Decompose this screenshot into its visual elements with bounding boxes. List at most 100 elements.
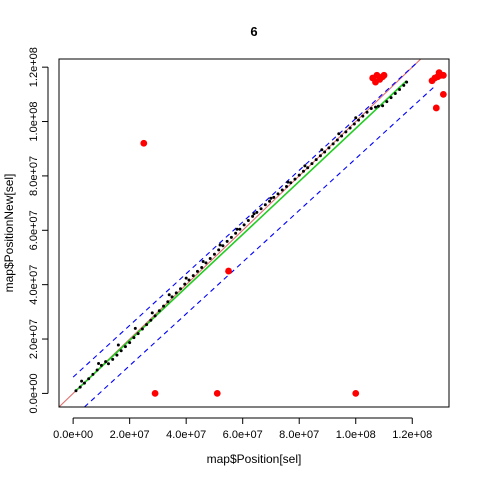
x-tick-label-5: 1.0e+08 bbox=[336, 429, 376, 441]
data-point-s0-53 bbox=[297, 173, 301, 177]
data-point-s0-73 bbox=[381, 104, 385, 108]
data-point-s0-51 bbox=[289, 181, 293, 185]
data-point-s0-57 bbox=[314, 158, 318, 162]
data-point-s0-21 bbox=[162, 304, 166, 308]
data-point-s0-5 bbox=[95, 368, 99, 372]
data-point-s0-59 bbox=[323, 150, 327, 154]
data-point-s0-2 bbox=[82, 381, 86, 385]
y-tick-label-2: 4.0e+07 bbox=[28, 265, 40, 305]
data-point-s0-83 bbox=[133, 326, 137, 330]
data-point-s0-87 bbox=[201, 260, 205, 264]
y-tick-label-0: 0.0e+00 bbox=[28, 373, 40, 413]
data-point-s0-20 bbox=[157, 309, 161, 313]
data-point-s0-15 bbox=[136, 332, 140, 336]
y-tick-label-1: 2.0e+07 bbox=[28, 319, 40, 359]
data-point-s0-7 bbox=[104, 360, 108, 364]
data-point-s0-86 bbox=[184, 276, 188, 280]
data-point-s1-1 bbox=[225, 267, 232, 275]
data-point-s0-36 bbox=[225, 239, 229, 243]
data-point-s0-54 bbox=[301, 169, 305, 173]
data-point-s0-0 bbox=[74, 389, 78, 393]
data-point-s0-11 bbox=[119, 349, 123, 353]
data-point-s0-65 bbox=[348, 126, 352, 130]
data-point-s0-28 bbox=[191, 274, 195, 278]
x-tick-label-3: 6.0e+07 bbox=[223, 429, 263, 441]
x-tick-label-1: 2.0e+07 bbox=[110, 429, 150, 441]
data-point-s0-96 bbox=[354, 116, 358, 120]
chart-title: 6 bbox=[250, 24, 257, 39]
data-point-s0-92 bbox=[286, 180, 290, 184]
data-point-s0-55 bbox=[306, 166, 310, 170]
data-point-s0-1 bbox=[78, 385, 82, 389]
data-point-s0-14 bbox=[132, 336, 136, 340]
data-point-s0-50 bbox=[285, 185, 288, 189]
data-point-s0-89 bbox=[235, 227, 239, 231]
data-point-s0-82 bbox=[116, 343, 120, 347]
data-point-s1-3 bbox=[213, 390, 221, 397]
x-tick-label-6: 1.2e+08 bbox=[392, 429, 432, 441]
data-point-s0-18 bbox=[149, 318, 153, 322]
data-point-s0-62 bbox=[335, 138, 339, 142]
data-point-s0-93 bbox=[303, 164, 307, 168]
data-point-s0-9 bbox=[111, 357, 115, 361]
data-point-s0-10 bbox=[115, 353, 119, 357]
data-point-s0-4 bbox=[91, 372, 95, 376]
data-point-s0-85 bbox=[167, 293, 171, 297]
data-point-s0-52 bbox=[293, 177, 297, 181]
data-point-s0-39 bbox=[238, 227, 242, 231]
data-point-s0-46 bbox=[268, 199, 272, 203]
data-point-s0-3 bbox=[87, 377, 91, 381]
data-point-s0-45 bbox=[263, 203, 267, 207]
data-point-s0-66 bbox=[352, 122, 356, 126]
data-point-s0-32 bbox=[208, 257, 212, 261]
data-point-s0-63 bbox=[340, 134, 344, 138]
x-tick-label-4: 8.0e+07 bbox=[279, 429, 319, 441]
upper-bound-line bbox=[72, 61, 419, 378]
data-point-s0-6 bbox=[99, 363, 103, 367]
data-point-s0-72 bbox=[376, 104, 380, 108]
data-point-s0-77 bbox=[398, 87, 402, 91]
data-point-s0-81 bbox=[97, 362, 101, 365]
data-point-s0-33 bbox=[212, 252, 216, 256]
data-point-s1-17 bbox=[432, 104, 440, 112]
data-point-s0-30 bbox=[200, 266, 204, 270]
y-tick-label-3: 6.0e+07 bbox=[28, 210, 40, 250]
data-point-s0-31 bbox=[204, 261, 208, 265]
data-point-s1-2 bbox=[151, 390, 159, 397]
data-point-s0-60 bbox=[327, 146, 331, 150]
data-point-s0-58 bbox=[318, 154, 322, 158]
data-point-s0-84 bbox=[150, 311, 154, 315]
data-point-s0-49 bbox=[280, 188, 284, 192]
x-axis-title: map$Position[sel] bbox=[207, 452, 302, 466]
data-point-s0-70 bbox=[369, 106, 373, 110]
data-point-s0-90 bbox=[252, 212, 256, 216]
y-tick-label-4: 8.0e+07 bbox=[28, 156, 40, 196]
data-point-s1-18 bbox=[439, 90, 447, 98]
plot-frame bbox=[58, 58, 450, 408]
data-point-s0-12 bbox=[123, 345, 127, 349]
data-point-s0-29 bbox=[195, 269, 199, 273]
data-point-s0-37 bbox=[229, 235, 233, 239]
fit-line bbox=[75, 80, 408, 392]
data-point-s0-69 bbox=[365, 110, 369, 114]
data-point-s0-95 bbox=[337, 132, 341, 136]
data-point-s0-25 bbox=[179, 287, 183, 291]
data-point-s0-64 bbox=[344, 130, 348, 134]
x-tick-label-2: 4.0e+07 bbox=[166, 429, 206, 441]
data-point-s0-34 bbox=[217, 248, 221, 252]
data-point-s1-9 bbox=[372, 78, 379, 86]
data-point-s0-68 bbox=[361, 114, 365, 118]
data-point-s1-16 bbox=[439, 71, 447, 79]
data-point-s0-16 bbox=[140, 327, 144, 331]
data-point-s0-42 bbox=[251, 214, 255, 218]
data-point-s0-26 bbox=[183, 282, 187, 286]
data-point-s0-44 bbox=[259, 207, 263, 211]
data-point-s0-19 bbox=[153, 314, 157, 318]
identity-line bbox=[59, 59, 422, 407]
data-points bbox=[74, 69, 447, 397]
x-axis: 0.0e+00 2.0e+07 4.0e+07 6.0e+07 8.0e+07 1.0e+… bbox=[53, 417, 432, 441]
data-point-s0-13 bbox=[128, 341, 132, 345]
data-point-s0-17 bbox=[145, 323, 149, 327]
y-tick-label-6: 1.2e+08 bbox=[28, 47, 40, 87]
